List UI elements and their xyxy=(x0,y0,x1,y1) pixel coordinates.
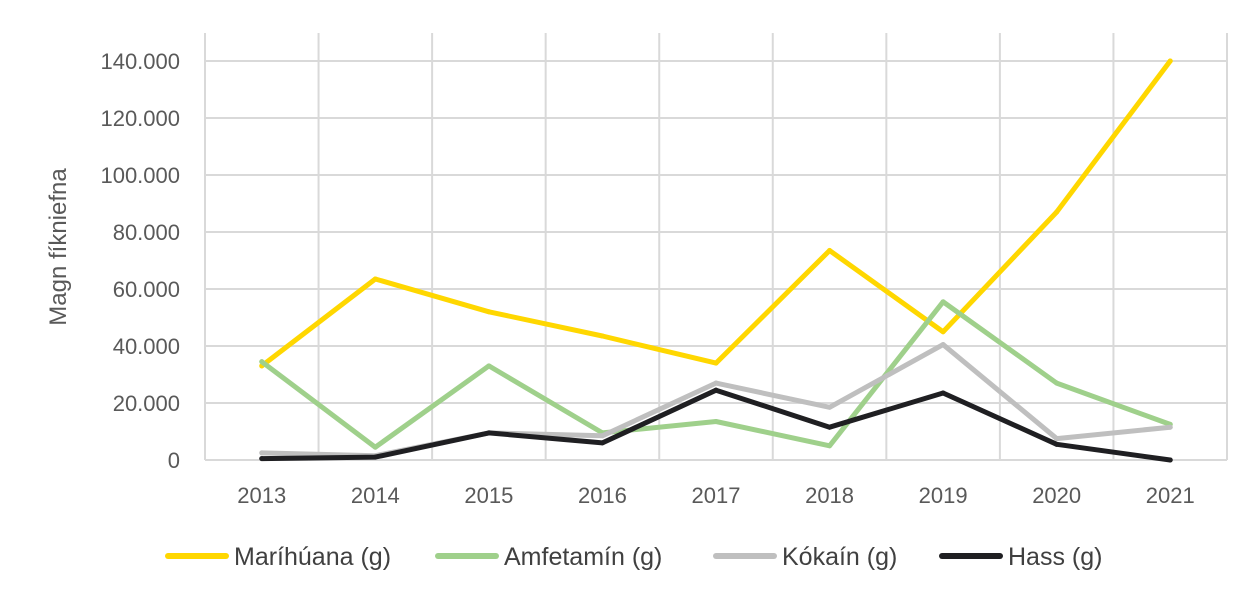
y-tick-label: 80.000 xyxy=(113,220,180,245)
x-tick-label: 2018 xyxy=(805,483,854,508)
y-tick-label: 20.000 xyxy=(113,391,180,416)
x-tick-label: 2016 xyxy=(578,483,627,508)
data-point xyxy=(827,248,833,254)
legend-item: Amfetamín (g) xyxy=(435,543,662,571)
legend-item: Maríhúana (g) xyxy=(165,543,391,571)
data-point xyxy=(1054,436,1060,442)
data-point xyxy=(713,360,719,366)
legend-label: Maríhúana (g) xyxy=(234,543,391,571)
data-point xyxy=(713,419,719,425)
legend-label: Amfetamín (g) xyxy=(504,543,662,571)
data-point xyxy=(940,299,946,305)
data-point xyxy=(372,444,378,450)
x-axis-tick-labels: 2013 2014 2015 2016 2017 2018 2019 2020 2021 xyxy=(237,483,1194,508)
data-point xyxy=(1167,457,1173,463)
data-point xyxy=(940,390,946,396)
legend: Maríhúana (g) Amfetamín (g) Kókaín (g) Hass… xyxy=(165,543,1102,571)
data-point xyxy=(599,333,605,339)
y-tick-label: 0 xyxy=(168,448,180,473)
x-tick-label: 2013 xyxy=(237,483,286,508)
legend-item: Kókaín (g) xyxy=(713,543,897,571)
data-point xyxy=(827,404,833,410)
data-point xyxy=(1167,58,1173,64)
series-line-1 xyxy=(259,299,1173,450)
data-point xyxy=(259,359,265,365)
x-tick-label: 2021 xyxy=(1146,483,1195,508)
x-tick-label: 2015 xyxy=(464,483,513,508)
x-tick-label: 2020 xyxy=(1032,483,1081,508)
x-tick-label: 2017 xyxy=(692,483,741,508)
data-point xyxy=(940,342,946,348)
data-point xyxy=(599,433,605,439)
data-point xyxy=(940,329,946,335)
data-point xyxy=(1054,441,1060,447)
data-point xyxy=(1054,209,1060,215)
data-point xyxy=(599,440,605,446)
data-point xyxy=(486,363,492,369)
data-point xyxy=(1167,424,1173,430)
data-point xyxy=(486,430,492,436)
series-lines xyxy=(259,58,1173,463)
legend-label: Kókaín (g) xyxy=(782,543,897,571)
grid-lines xyxy=(204,33,1228,461)
y-tick-label: 140.000 xyxy=(100,49,180,74)
y-axis-title: Magn fíkniefna xyxy=(45,168,72,326)
y-tick-label: 60.000 xyxy=(113,277,180,302)
series-line-0 xyxy=(259,58,1173,369)
x-tick-label: 2014 xyxy=(351,483,400,508)
x-tick-label: 2019 xyxy=(919,483,968,508)
data-point xyxy=(1054,380,1060,386)
data-point xyxy=(827,443,833,449)
data-point xyxy=(372,454,378,460)
legend-label: Hass (g) xyxy=(1008,543,1102,571)
data-point xyxy=(259,456,265,462)
y-tick-label: 120.000 xyxy=(100,106,180,131)
y-tick-label: 40.000 xyxy=(113,334,180,359)
data-point xyxy=(259,450,265,456)
y-tick-label: 100.000 xyxy=(100,163,180,188)
data-point xyxy=(486,309,492,315)
legend-item: Hass (g) xyxy=(939,543,1102,571)
data-point xyxy=(827,424,833,430)
data-point xyxy=(372,276,378,282)
y-axis-tick-labels: 0 20.000 40.000 60.000 80.000 100.000 120.000 1… xyxy=(100,49,180,473)
data-point xyxy=(713,387,719,393)
data-point xyxy=(713,380,719,386)
